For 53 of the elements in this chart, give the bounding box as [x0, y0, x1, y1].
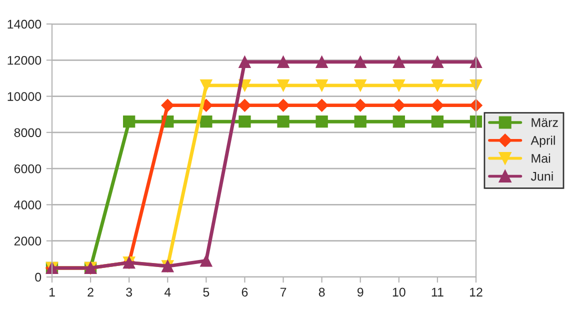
point — [470, 116, 482, 128]
x-tick-label: 2 — [88, 288, 94, 296]
point — [200, 116, 212, 128]
legend-label: Juni — [530, 172, 553, 181]
x-tick-label: 9 — [357, 288, 364, 297]
point — [431, 79, 444, 92]
point — [431, 56, 444, 68]
x-tick-label: 11 — [432, 288, 444, 296]
point — [316, 79, 328, 92]
y-tick-label: 8000 — [14, 128, 42, 138]
y-tick-label: 0 — [35, 272, 42, 282]
point — [277, 116, 290, 128]
point — [315, 98, 328, 112]
point — [354, 79, 366, 92]
x-tick-label: 3 — [126, 288, 132, 297]
x-tick-label: 12 — [470, 288, 482, 296]
legend-label: März — [532, 118, 558, 127]
y-tick-label: 12000 — [8, 56, 42, 65]
point — [161, 98, 174, 112]
point — [431, 98, 444, 112]
x-tick-label: 7 — [280, 288, 286, 296]
x-tick-label: 10 — [392, 288, 406, 297]
y-tick-label: 14000 — [8, 20, 42, 29]
point — [431, 116, 444, 128]
point — [123, 116, 136, 128]
point — [392, 116, 405, 128]
y-tick-label: 10000 — [8, 92, 42, 101]
point — [200, 79, 212, 92]
legend-label: Mai — [532, 154, 550, 163]
point — [277, 79, 290, 92]
point — [238, 56, 251, 68]
point — [392, 56, 405, 68]
point — [392, 79, 405, 92]
y-tick-label: 6000 — [14, 164, 42, 174]
point — [354, 98, 367, 112]
point — [238, 116, 251, 128]
x-tick-label: 1 — [49, 288, 55, 296]
point — [316, 116, 328, 128]
point — [277, 56, 290, 68]
point — [238, 98, 252, 112]
point — [316, 56, 328, 68]
point — [392, 98, 406, 112]
point — [276, 98, 290, 112]
x-tick-label: 4 — [164, 288, 171, 296]
y-tick-label: 4000 — [14, 200, 42, 210]
x-tick-label: 5 — [203, 288, 210, 297]
legend-label: April — [530, 136, 555, 148]
point — [354, 56, 366, 68]
y-tick-label: 2000 — [14, 236, 42, 246]
x-tick-label: 6 — [242, 288, 248, 297]
x-tick-label: 8 — [318, 288, 325, 297]
point — [354, 116, 366, 128]
point — [200, 254, 212, 267]
